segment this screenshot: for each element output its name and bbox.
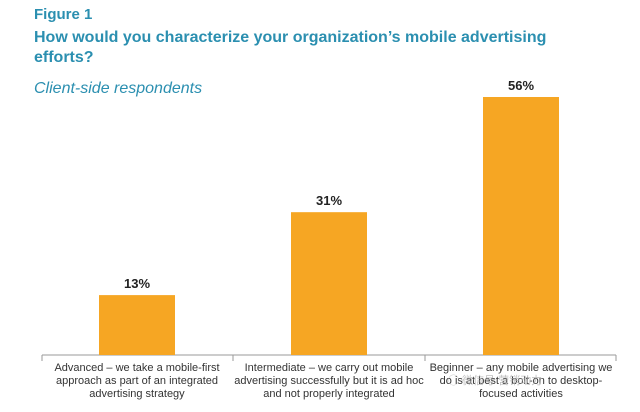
bar-3 <box>483 97 559 355</box>
category-label-3: Beginner – any mobile advertising we do … <box>429 362 613 400</box>
bar-value-label-1: 13% <box>124 276 150 291</box>
watermark-text: 微信号 营销动力 <box>462 375 543 387</box>
chart-title: How would you characterize your organiza… <box>34 29 547 66</box>
category-label-2: Intermediate – we carry out mobile adver… <box>234 362 424 400</box>
bar-2 <box>291 212 367 355</box>
chart-subtitle: Client-side respondents <box>34 80 203 97</box>
bar-value-label-3: 56% <box>508 78 534 93</box>
figure-label: Figure 1 <box>34 6 93 23</box>
wechat-icon: ◯ <box>448 375 459 387</box>
bar-value-label-2: 31% <box>316 193 342 208</box>
bar-1 <box>99 295 175 355</box>
watermark: ◯ 微信号 营销动力 <box>448 372 542 388</box>
category-label-1: Advanced – we take a mobile-first approa… <box>54 362 220 400</box>
